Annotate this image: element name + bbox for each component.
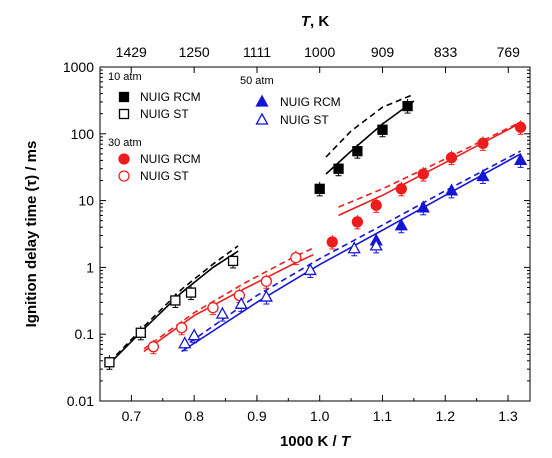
y-tick-label: 100 <box>71 126 95 142</box>
model-curves <box>108 93 521 365</box>
data-point <box>445 151 458 164</box>
legend-label: NUIG RCM <box>280 95 341 109</box>
top-axis-title: T, K <box>301 13 330 30</box>
data-point <box>333 163 344 174</box>
data-point <box>233 289 246 302</box>
legend-marker <box>118 170 130 182</box>
top-tick-label: 769 <box>497 44 521 60</box>
x-tick-label: 1.0 <box>310 408 330 424</box>
data-point <box>170 295 181 306</box>
y-tick-label: 0.1 <box>75 326 95 342</box>
data-point <box>207 301 219 314</box>
legend: 10 atm NUIG RCM NUIG ST 30 atm NUIG RCM NUIG … <box>108 71 341 183</box>
data-point <box>514 121 527 133</box>
model-curve-solid <box>143 253 314 353</box>
top-tick-label: 909 <box>371 44 395 60</box>
legend-group-header: 30 atm <box>108 137 142 149</box>
top-tick-label: 1000 <box>304 44 335 60</box>
legend-marker <box>118 153 130 165</box>
legend-marker <box>255 112 269 125</box>
x-axis-title: 1000 K / T <box>280 433 352 450</box>
data-point <box>369 238 383 251</box>
data-point <box>185 287 197 298</box>
y-axis-title: Ignition delay time (τ) / ms <box>23 141 40 328</box>
data-point <box>104 357 115 368</box>
data-point <box>259 289 273 302</box>
x-tick-label: 1.2 <box>436 408 456 424</box>
y-tick-label: 0.01 <box>67 393 94 409</box>
data-point <box>395 183 407 195</box>
data-point <box>347 241 361 254</box>
data-point <box>394 218 408 231</box>
legend-marker <box>118 91 130 103</box>
x-tick-label: 0.9 <box>247 408 267 424</box>
data-point <box>260 275 273 287</box>
data-point <box>215 306 230 319</box>
data-point <box>227 255 239 267</box>
data-point <box>377 124 388 135</box>
data-point <box>351 216 364 228</box>
data-point <box>175 322 188 334</box>
data-point <box>416 200 430 213</box>
top-tick-label: 1429 <box>116 44 147 60</box>
legend-label: NUIG ST <box>140 107 189 121</box>
model-curve-dashed <box>338 121 521 208</box>
x-tick-label: 0.7 <box>122 408 142 424</box>
legend-marker <box>118 108 130 120</box>
top-tick-label: 1250 <box>179 44 210 60</box>
legend-label: NUIG ST <box>280 113 329 127</box>
x-tick-label: 1.1 <box>373 408 393 424</box>
data-point <box>147 341 160 353</box>
data-point <box>303 263 317 276</box>
top-tick-label: 833 <box>434 44 458 60</box>
legend-label: NUIG RCM <box>140 152 201 166</box>
legend-label: NUIG ST <box>140 169 189 183</box>
data-point <box>314 183 325 194</box>
data-point <box>234 296 248 309</box>
data-point <box>352 145 363 157</box>
axis-ticks: 0.7 0.8 0.9 1.0 1.1 1.2 1.3 0.01 0.1 1 10 100 1000 14… <box>63 44 530 424</box>
legend-group-header: 10 atm <box>108 71 142 83</box>
data-point <box>417 168 429 180</box>
model-curve-solid <box>325 100 415 175</box>
x-tick-label: 1.3 <box>498 408 518 424</box>
data-point <box>444 183 459 196</box>
legend-marker <box>255 94 269 107</box>
data-point <box>290 251 302 264</box>
data-point <box>402 100 413 112</box>
x-tick-label: 0.8 <box>184 408 204 424</box>
legend-label: NUIG RCM <box>140 90 201 104</box>
legend-group-header: 50 atm <box>240 75 274 87</box>
plot-frame <box>99 66 531 402</box>
data-point <box>477 137 489 149</box>
data-point <box>513 153 528 166</box>
data-point <box>326 236 338 248</box>
data-point <box>370 199 382 211</box>
data-point <box>178 336 192 349</box>
model-curve-dashed <box>325 93 415 158</box>
data-point <box>135 327 146 338</box>
y-tick-label: 1 <box>86 259 94 275</box>
model-curve-dashed <box>108 245 239 363</box>
top-tick-label: 1111 <box>243 44 271 60</box>
y-tick-label: 10 <box>78 193 94 209</box>
data-point <box>476 169 490 182</box>
model-curve-dashed <box>181 150 521 349</box>
y-tick-label: 1000 <box>63 59 94 75</box>
model-curve-solid <box>108 250 239 365</box>
data-markers <box>104 99 528 370</box>
data-point <box>187 328 201 341</box>
